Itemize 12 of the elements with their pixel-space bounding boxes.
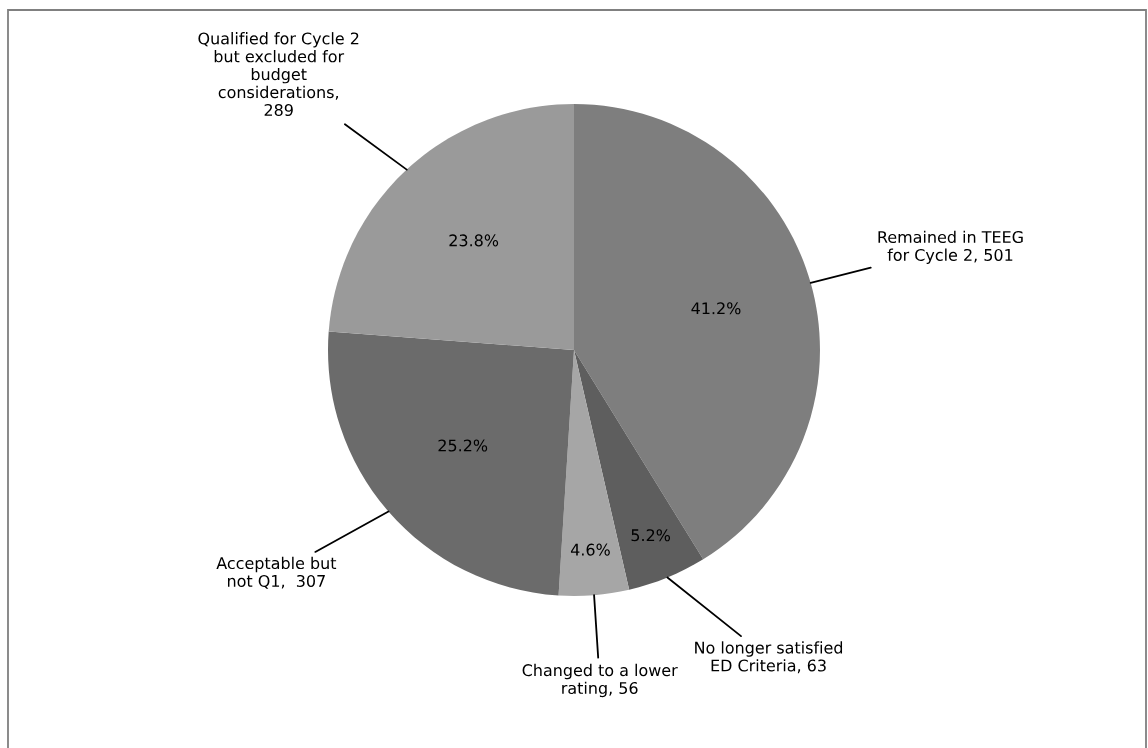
data-label: 5.2% [631, 529, 671, 542]
data-label: 41.2% [691, 302, 741, 315]
pie-slice [558, 350, 630, 596]
data-label: 4.6% [570, 543, 610, 556]
slice-label: Acceptable but not Q1, 307 [216, 556, 337, 589]
slice-label: Changed to a lower rating, 56 [522, 663, 678, 698]
data-label: 25.2% [438, 439, 488, 452]
data-label: 23.8% [449, 234, 499, 247]
slice-label: Remained in TEEG for Cycle 2, 501 [878, 230, 1023, 265]
slice-label: No longer satisfied ED Criteria, 63 [695, 641, 843, 674]
pie-slice [328, 104, 574, 350]
slice-label: Qualified for Cycle 2 but excluded for budget considerations, 289 [198, 32, 359, 117]
